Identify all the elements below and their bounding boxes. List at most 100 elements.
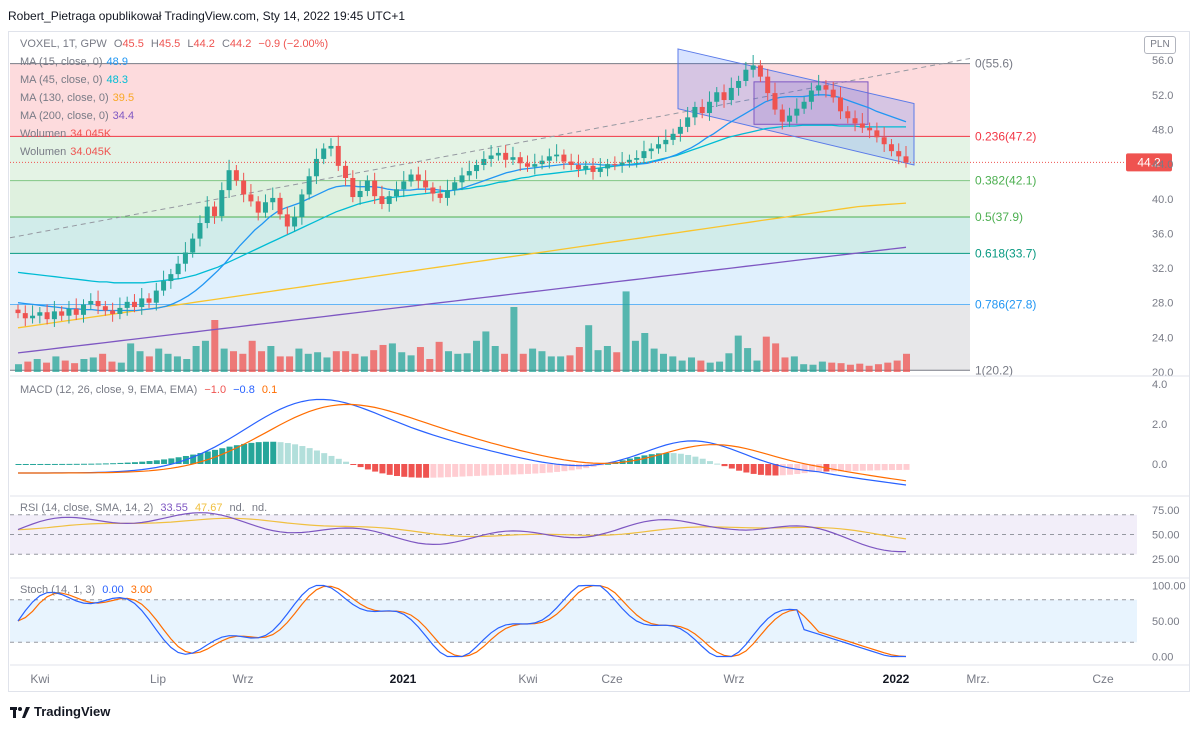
candle-body <box>728 87 734 101</box>
candle-body <box>750 65 756 70</box>
macd-histogram-bar <box>568 464 575 471</box>
candle-body <box>423 180 429 188</box>
ohlc-change: −0.9 (−2.00%) <box>258 38 329 50</box>
candle-body <box>66 308 72 316</box>
candle-body <box>816 85 822 91</box>
macd-histogram-bar <box>837 464 844 472</box>
rsi-tick: 25.00 <box>1152 554 1180 566</box>
candle-body <box>51 311 57 320</box>
macd-histogram-bar <box>605 463 612 465</box>
volume-bar <box>43 362 51 372</box>
volume-bar <box>454 353 462 372</box>
volume-bar <box>772 343 780 372</box>
candle-body <box>197 223 203 239</box>
volume-bar <box>15 364 22 372</box>
volume-bar <box>155 348 163 372</box>
ma200-value: 34.4 <box>112 110 135 122</box>
volume-bar <box>659 353 667 372</box>
candle-body <box>656 144 662 149</box>
ma15-legend[interactable]: MA (15, close, 0) 48.9 <box>20 56 132 68</box>
ma200-legend[interactable]: MA (200, close, 0) 34.4 <box>20 110 138 122</box>
macd-histogram-bar <box>153 460 160 464</box>
ohlc-open: 45.5 <box>122 38 144 50</box>
macd-histogram-bar <box>859 464 866 471</box>
macd-histogram-bar <box>816 464 823 472</box>
volume-bar <box>379 344 387 372</box>
macd-histogram-bar <box>139 461 146 464</box>
candle-body <box>532 164 538 167</box>
stoch-d-value: 3.00 <box>130 584 153 596</box>
macd-histogram-bar <box>117 462 124 464</box>
tradingview-footer[interactable]: TradingView <box>10 704 110 719</box>
macd-histogram-bar <box>350 464 357 465</box>
ohlc-c-label: C <box>221 38 230 50</box>
macd-histogram-bar <box>401 464 408 477</box>
candle-body <box>830 89 836 98</box>
macd-histogram-bar <box>241 443 248 464</box>
candle-body <box>146 298 152 303</box>
volume-bar <box>136 351 144 372</box>
volume-bar <box>809 364 817 372</box>
candle-body <box>561 154 567 162</box>
candle-body <box>663 139 669 145</box>
ma45-legend[interactable]: MA (45, close, 0) 48.3 <box>20 74 132 86</box>
volume1-legend[interactable]: Wolumen 34.045K <box>20 128 115 140</box>
candle-body <box>634 158 640 160</box>
macd-histogram-bar <box>546 464 553 473</box>
volume-bar <box>865 365 873 372</box>
macd-histogram-bar <box>641 455 648 464</box>
time-tick: Kwi <box>518 672 537 686</box>
macd-histogram-bar <box>444 464 451 478</box>
macd-histogram-bar <box>903 464 910 470</box>
currency-button[interactable]: PLN <box>1144 36 1176 54</box>
candle-body <box>219 190 225 217</box>
stoch-legend[interactable]: Stoch (14, 1, 3) 0.00 3.00 <box>20 584 156 596</box>
candle-body <box>597 168 603 172</box>
candle-body <box>233 170 239 181</box>
rsi-legend[interactable]: RSI (14, close, SMA, 14, 2) 33.55 47.67 … <box>20 502 271 514</box>
volume-bar <box>856 363 864 372</box>
macd-legend[interactable]: MACD (12, 26, close, 9, EMA, EMA) −1.0 −… <box>20 384 281 396</box>
candle-body <box>867 127 873 131</box>
volume-bar <box>323 357 331 372</box>
macd-histogram-bar <box>146 461 153 464</box>
macd-signal-line <box>18 403 907 482</box>
volume-bar <box>61 360 69 372</box>
macd-histogram-bar <box>452 464 459 477</box>
candle-body <box>525 163 531 167</box>
tradingview-logo-icon <box>10 706 30 718</box>
macd-histogram-bar <box>204 451 211 464</box>
rsi-nd2: nd. <box>251 502 268 514</box>
candle-body <box>481 158 487 165</box>
macd-histogram-bar <box>226 446 233 464</box>
volume-bar <box>211 320 219 372</box>
macd-histogram-bar <box>757 464 764 475</box>
macd-histogram-bar <box>743 464 750 473</box>
macd-histogram-bar <box>481 464 488 476</box>
macd-histogram-bar <box>852 464 859 471</box>
volume-bar <box>258 351 266 372</box>
macd-histogram-bar <box>306 448 313 464</box>
macd-histogram-bar <box>656 453 663 464</box>
candle-body <box>15 309 21 314</box>
candle-body <box>262 202 268 213</box>
macd-histogram-bar <box>459 464 466 477</box>
candle-body <box>364 180 370 191</box>
tradingview-brand: TradingView <box>34 704 111 719</box>
macd-histogram-bar <box>699 458 706 464</box>
macd-histogram-bar <box>779 464 786 476</box>
macd-histogram-bar <box>313 450 320 464</box>
volume-bar <box>547 356 555 372</box>
candle-body <box>685 117 691 127</box>
macd-histogram-bar <box>663 452 670 464</box>
macd-histogram-bar <box>299 446 306 464</box>
ma130-legend[interactable]: MA (130, close, 0) 39.5 <box>20 92 138 104</box>
volume2-legend[interactable]: Wolumen 34.045K <box>20 146 115 158</box>
macd-histogram-bar <box>292 444 299 464</box>
candle-body <box>590 165 596 172</box>
volume-bar <box>80 359 88 372</box>
candle-body <box>335 145 341 166</box>
macd-histogram-bar <box>896 464 903 470</box>
volume2-value: 34.045K <box>70 146 112 158</box>
